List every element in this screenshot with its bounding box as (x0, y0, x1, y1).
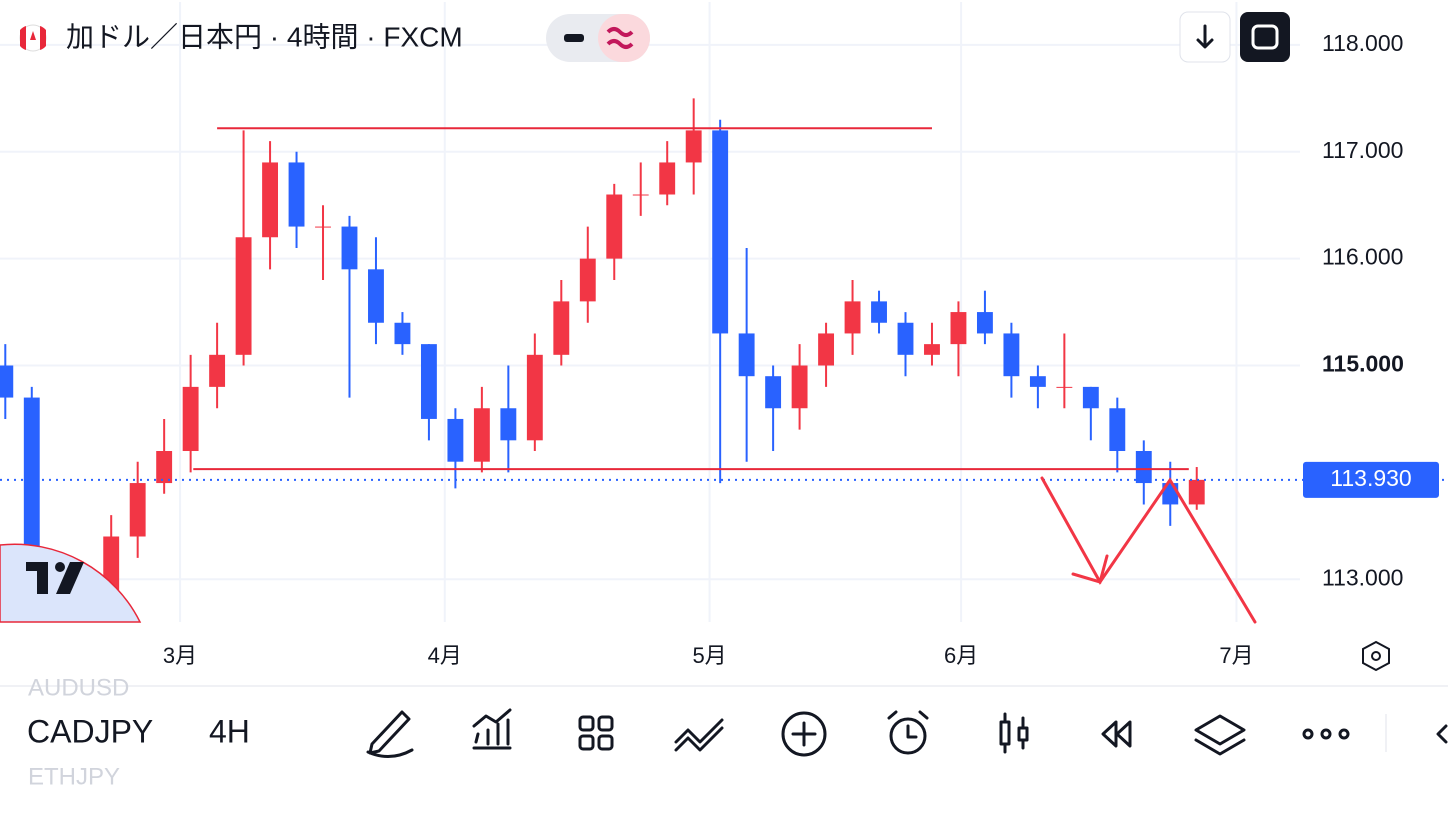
last-price-label: 113.930 (1330, 465, 1411, 491)
y-tick-label: 115.000 (1322, 351, 1404, 377)
candle-body (1188, 479, 1205, 505)
candle-body (1082, 386, 1099, 409)
candle-body (685, 130, 702, 163)
collapse-tool[interactable] (1436, 724, 1448, 744)
fullscreen-button[interactable] (1240, 12, 1290, 62)
down-arrow-icon (1196, 24, 1214, 49)
candle-body (341, 226, 358, 270)
y-tick-label: 118.000 (1322, 30, 1403, 56)
candle-body (262, 162, 279, 238)
candle-body (0, 365, 14, 398)
chart-type-tool[interactable] (999, 712, 1029, 754)
symbol[interactable]: CADJPY (27, 713, 153, 749)
x-tick-label: 4月 (428, 643, 462, 668)
candle-body (606, 194, 623, 259)
candle-body (315, 226, 331, 228)
candle-body (976, 312, 993, 334)
candle-body (924, 344, 940, 355)
candle-body (23, 397, 40, 580)
candle-body (765, 376, 782, 409)
minus-icon (564, 34, 584, 42)
candle-body (420, 344, 437, 419)
settings-icon-center (1371, 651, 1381, 661)
candle-body (526, 354, 543, 441)
wave-icon (606, 27, 634, 49)
candle-body (182, 386, 199, 452)
y-tick-label: 116.000 (1322, 244, 1403, 270)
toolbar (366, 708, 1448, 758)
indicator-tool[interactable] (472, 708, 512, 750)
chart-title: 加ドル／日本円 · 4時間 · FXCM (66, 21, 463, 52)
candle-body (209, 354, 226, 387)
layout-tool[interactable] (578, 715, 614, 751)
interval[interactable]: 4H (209, 713, 250, 749)
tv-logo (26, 562, 84, 594)
candle-body (129, 483, 146, 537)
candle-body (553, 301, 570, 355)
x-tick-label: 6月 (944, 643, 978, 668)
add-tool[interactable] (781, 711, 827, 757)
candle-body (712, 130, 729, 334)
flag-icon (19, 24, 47, 52)
replay-tool[interactable] (1101, 720, 1132, 748)
watchlist-item[interactable]: AUDUSD (28, 674, 129, 701)
y-tick-label: 117.000 (1322, 137, 1403, 163)
candle-body (447, 418, 464, 462)
candle-body (579, 258, 596, 302)
candle-body (473, 408, 490, 462)
x-tick-label: 5月 (692, 643, 726, 668)
candle-body (1003, 333, 1020, 377)
candle-body (844, 301, 861, 334)
watchlist-item[interactable]: ETHJPY (28, 763, 120, 790)
candle-body (1135, 451, 1152, 484)
fullscreen-icon (1251, 24, 1279, 50)
y-tick-label: 113.000 (1322, 564, 1403, 590)
candle-body (368, 269, 384, 323)
candle-body (1109, 408, 1126, 452)
symbol-bg (0, 700, 180, 764)
candle-body (288, 162, 305, 227)
candle-body (950, 312, 967, 345)
candle-body (1029, 376, 1046, 387)
candle-body (632, 194, 649, 196)
candle-body (659, 162, 676, 195)
candle-body (156, 451, 173, 484)
more-tool[interactable] (1302, 728, 1350, 740)
candle-body (1056, 386, 1073, 388)
alert-tool[interactable] (887, 710, 929, 755)
candle-body (103, 536, 120, 590)
candle-body (818, 333, 835, 366)
draw-tool[interactable] (366, 710, 414, 758)
x-tick-label: 3月 (163, 643, 197, 668)
candle-body (791, 365, 808, 409)
candle-body (738, 333, 755, 377)
x-tick-label: 7月 (1219, 643, 1253, 668)
candle-body (235, 237, 252, 355)
last-price-tag (1303, 461, 1439, 498)
arrow-drawing (1040, 476, 1257, 624)
layers-tool[interactable] (1194, 714, 1246, 756)
candle-body (394, 322, 411, 345)
compare-tool[interactable] (674, 718, 724, 752)
candle-body (871, 301, 887, 323)
candle-body (500, 408, 517, 441)
settings-icon[interactable] (1362, 640, 1390, 672)
candle-body (897, 322, 914, 355)
toggle-active (598, 14, 650, 62)
